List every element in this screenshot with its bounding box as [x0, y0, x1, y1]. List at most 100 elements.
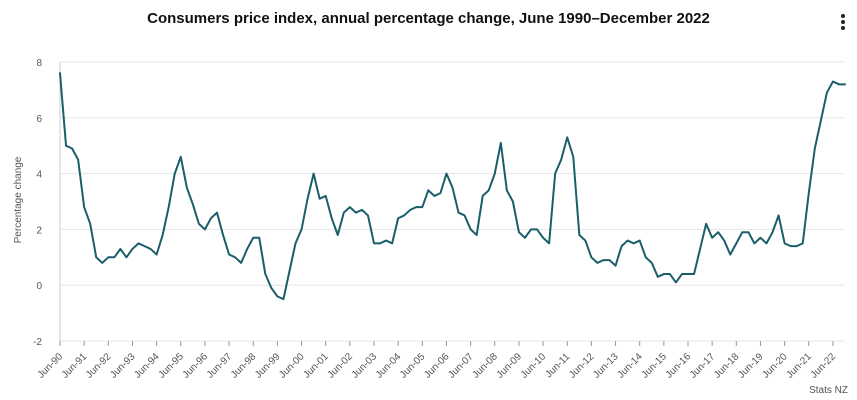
data-point[interactable] — [311, 171, 317, 177]
data-point[interactable] — [655, 274, 661, 280]
data-point[interactable] — [105, 254, 111, 260]
chart-menu-button[interactable] — [836, 12, 850, 34]
data-point[interactable] — [443, 171, 449, 177]
data-point[interactable] — [437, 190, 443, 196]
data-point[interactable] — [679, 271, 685, 277]
data-point[interactable] — [709, 235, 715, 241]
data-point[interactable] — [371, 240, 377, 246]
data-point[interactable] — [836, 81, 842, 87]
data-point[interactable] — [540, 235, 546, 241]
data-point[interactable] — [703, 221, 709, 227]
data-point[interactable] — [673, 279, 679, 285]
data-point[interactable] — [407, 207, 413, 213]
data-point[interactable] — [842, 81, 848, 87]
data-point[interactable] — [160, 232, 166, 238]
data-point[interactable] — [637, 238, 643, 244]
data-point[interactable] — [262, 271, 268, 277]
data-point[interactable] — [685, 271, 691, 277]
data-point[interactable] — [522, 235, 528, 241]
data-point[interactable] — [220, 232, 226, 238]
data-point[interactable] — [293, 240, 299, 246]
data-point[interactable] — [649, 260, 655, 266]
data-point[interactable] — [81, 204, 87, 210]
data-point[interactable] — [576, 232, 582, 238]
data-point[interactable] — [607, 257, 613, 263]
data-point[interactable] — [661, 271, 667, 277]
data-point[interactable] — [317, 196, 323, 202]
data-point[interactable] — [226, 252, 232, 258]
data-point[interactable] — [214, 210, 220, 216]
data-point[interactable] — [456, 210, 462, 216]
data-point[interactable] — [492, 171, 498, 177]
data-point[interactable] — [643, 254, 649, 260]
data-point[interactable] — [558, 157, 564, 163]
data-point[interactable] — [431, 193, 437, 199]
data-point[interactable] — [256, 235, 262, 241]
data-point[interactable] — [498, 140, 504, 146]
data-point[interactable] — [516, 229, 522, 235]
data-point[interactable] — [208, 215, 214, 221]
data-point[interactable] — [800, 240, 806, 246]
data-point[interactable] — [365, 212, 371, 218]
data-point[interactable] — [413, 204, 419, 210]
data-point[interactable] — [154, 252, 160, 258]
data-point[interactable] — [347, 204, 353, 210]
data-point[interactable] — [111, 254, 117, 260]
data-point[interactable] — [594, 260, 600, 266]
data-point[interactable] — [619, 243, 625, 249]
data-point[interactable] — [667, 271, 673, 277]
data-point[interactable] — [353, 210, 359, 216]
data-point[interactable] — [389, 240, 395, 246]
data-point[interactable] — [830, 79, 836, 85]
data-point[interactable] — [504, 187, 510, 193]
data-point[interactable] — [739, 229, 745, 235]
data-point[interactable] — [697, 246, 703, 252]
data-point[interactable] — [244, 246, 250, 252]
data-point[interactable] — [552, 171, 558, 177]
data-point[interactable] — [75, 157, 81, 163]
data-point[interactable] — [359, 207, 365, 213]
data-point[interactable] — [335, 232, 341, 238]
data-point[interactable] — [582, 238, 588, 244]
data-point[interactable] — [600, 257, 606, 263]
data-point[interactable] — [63, 143, 69, 149]
data-point[interactable] — [733, 240, 739, 246]
data-point[interactable] — [462, 212, 468, 218]
data-point[interactable] — [329, 215, 335, 221]
data-point[interactable] — [468, 226, 474, 232]
data-point[interactable] — [570, 154, 576, 160]
data-point[interactable] — [721, 238, 727, 244]
data-point[interactable] — [274, 293, 280, 299]
data-point[interactable] — [268, 285, 274, 291]
data-point[interactable] — [69, 145, 75, 151]
data-point[interactable] — [184, 185, 190, 191]
data-point[interactable] — [625, 238, 631, 244]
data-point[interactable] — [588, 254, 594, 260]
data-point[interactable] — [383, 238, 389, 244]
data-point[interactable] — [727, 252, 733, 258]
data-point[interactable] — [818, 118, 824, 124]
data-point[interactable] — [286, 268, 292, 274]
data-point[interactable] — [250, 235, 256, 241]
data-point[interactable] — [564, 134, 570, 140]
data-point[interactable] — [129, 246, 135, 252]
data-point[interactable] — [788, 243, 794, 249]
data-point[interactable] — [196, 221, 202, 227]
data-point[interactable] — [123, 254, 129, 260]
data-point[interactable] — [510, 199, 516, 205]
data-point[interactable] — [93, 254, 99, 260]
data-point[interactable] — [474, 232, 480, 238]
data-point[interactable] — [770, 229, 776, 235]
data-point[interactable] — [751, 240, 757, 246]
data-point[interactable] — [305, 196, 311, 202]
data-point[interactable] — [546, 240, 552, 246]
data-point[interactable] — [148, 246, 154, 252]
data-point[interactable] — [806, 190, 812, 196]
data-point[interactable] — [299, 226, 305, 232]
data-point[interactable] — [691, 271, 697, 277]
data-point[interactable] — [323, 193, 329, 199]
data-point[interactable] — [395, 215, 401, 221]
data-point[interactable] — [172, 171, 178, 177]
data-point[interactable] — [782, 240, 788, 246]
data-point[interactable] — [745, 229, 751, 235]
